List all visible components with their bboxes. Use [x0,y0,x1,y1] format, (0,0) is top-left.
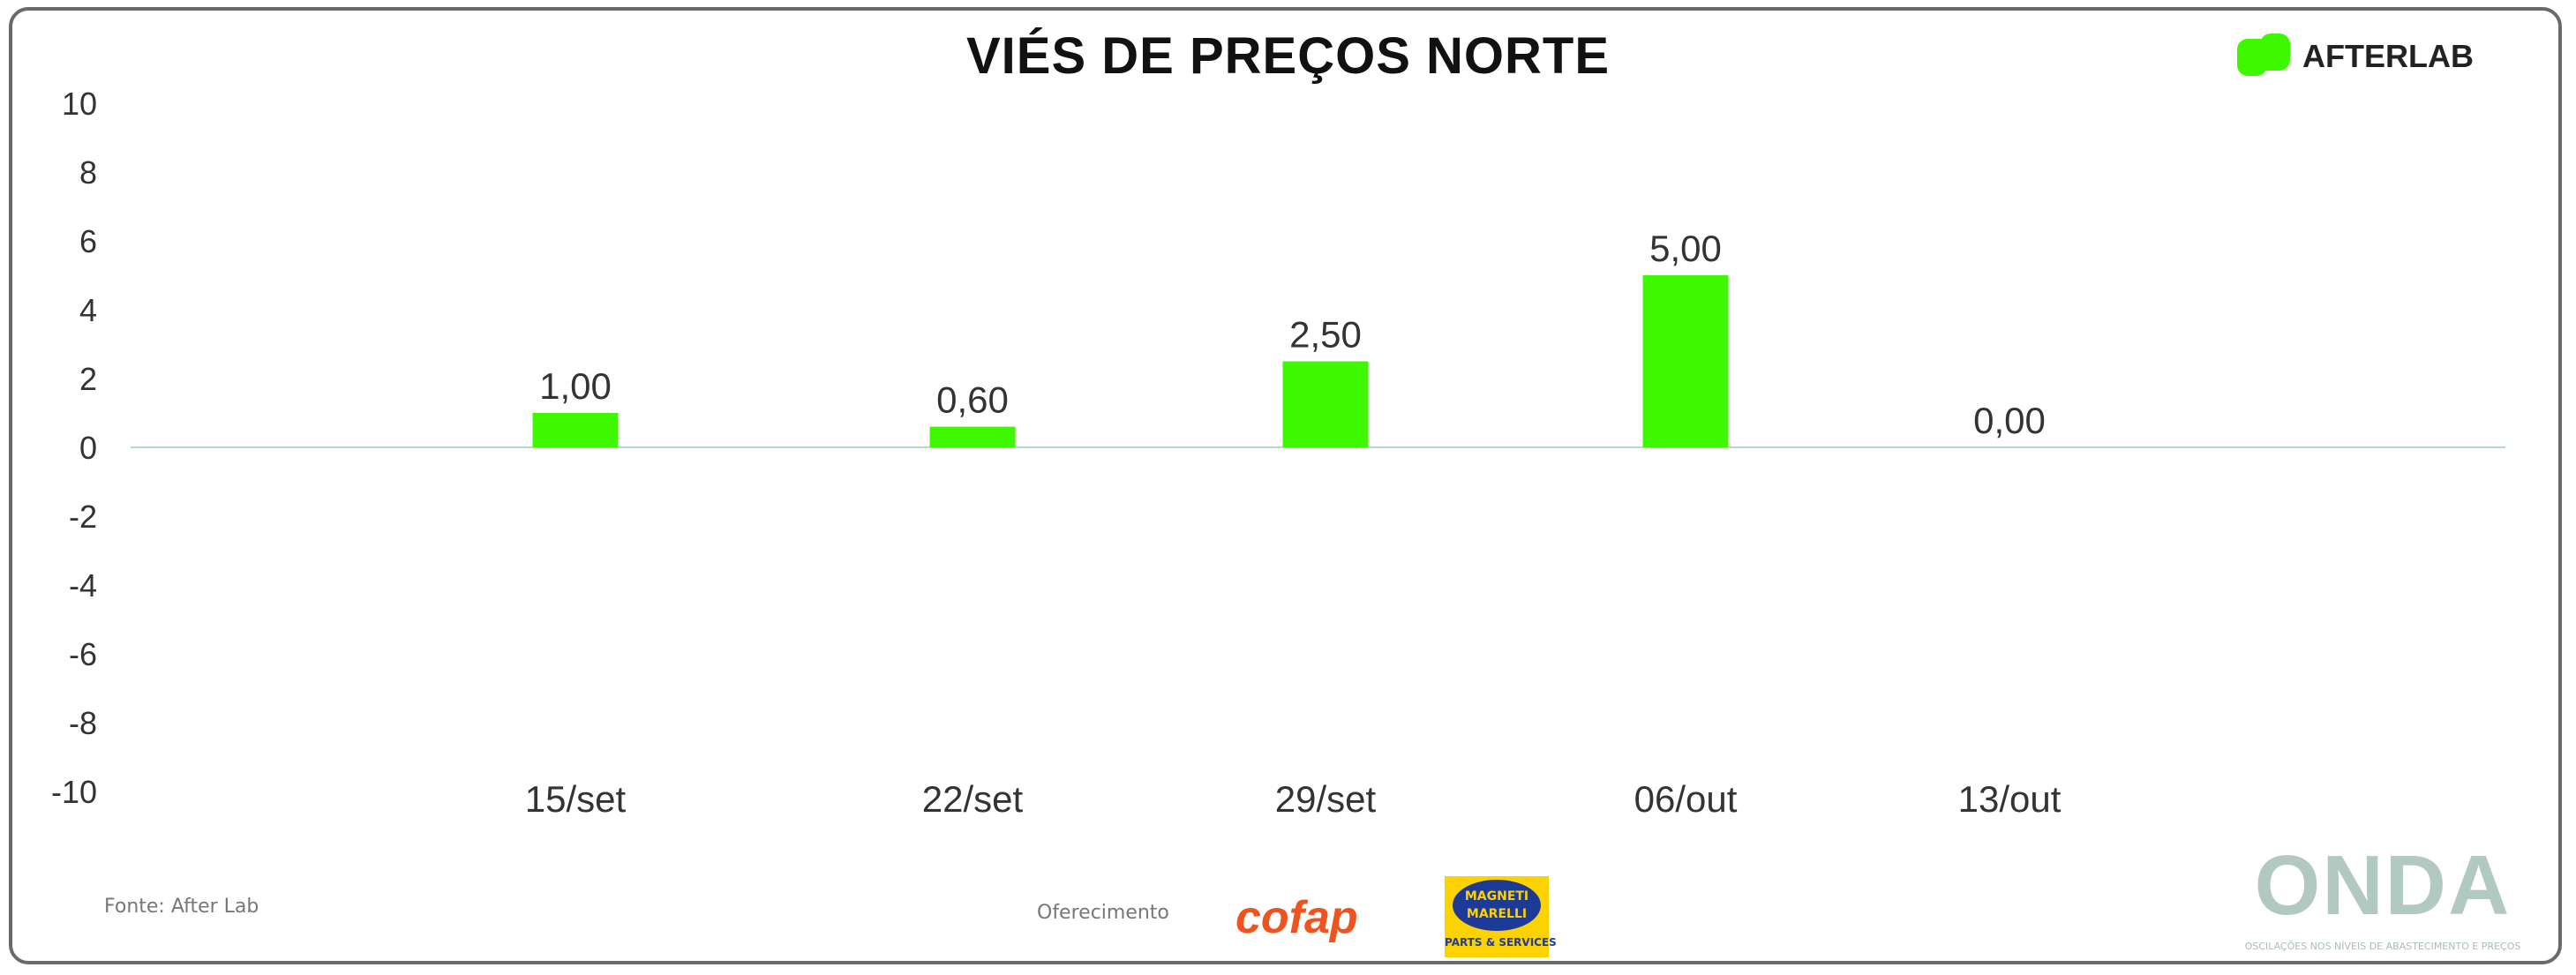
x-tick-label: 22/set [922,778,1024,820]
magneti-sub: PARTS & SERVICES [1445,936,1557,949]
onda-logo: ONDA OSCILAÇÕES NOS NÍVEIS DE ABASTECIME… [2224,834,2542,953]
y-tick-label: 0 [79,430,97,466]
y-tick-label: -4 [69,567,97,604]
y-tick-label: 10 [62,86,97,122]
y-tick-label: -10 [51,774,97,810]
source-note: Fonte: After Lab [104,896,259,918]
y-tick-label: -6 [69,636,97,672]
magneti-line1: MAGNETI [1464,889,1529,904]
y-tick-label: 2 [79,361,97,397]
bar [532,413,619,447]
bar [1642,275,1729,447]
data-label: 2,50 [1289,314,1362,356]
y-tick-label: -8 [69,705,97,741]
bar [929,426,1016,447]
sponsor-label: Oferecimento [1037,902,1169,924]
onda-subtitle: OSCILAÇÕES NOS NÍVEIS DE ABASTECIMENTO E… [2244,941,2521,952]
onda-logo-text: ONDA [2254,838,2512,933]
data-label: 0,00 [1973,400,2046,441]
y-tick-label: -2 [69,499,97,535]
y-tick-label: 8 [79,154,97,191]
afterlab-logo-text: AFTERLAB [2302,38,2474,74]
y-tick-label: 4 [79,292,97,328]
data-label: 0,60 [936,379,1009,421]
x-tick-label: 29/set [1275,778,1377,820]
data-label: 5,00 [1649,228,1722,269]
magneti-line2: MARELLI [1466,907,1528,921]
chart-frame [9,7,2562,964]
x-tick-label: 06/out [1634,778,1738,820]
chart-title: VIÉS DE PREÇOS NORTE [965,27,1611,85]
data-label: 1,00 [539,365,612,407]
afterlab-logo-icon [2237,34,2292,79]
cofap-logo: cofap [1235,892,1358,943]
y-tick-label: 6 [79,223,97,259]
bar [1282,361,1369,447]
x-tick-label: 15/set [525,778,627,820]
x-tick-label: 13/out [1958,778,2062,820]
magneti-marelli-logo: MAGNETI MARELLI PARTS & SERVICES [1445,876,1557,957]
afterlab-logo: AFTERLAB [2237,34,2474,79]
